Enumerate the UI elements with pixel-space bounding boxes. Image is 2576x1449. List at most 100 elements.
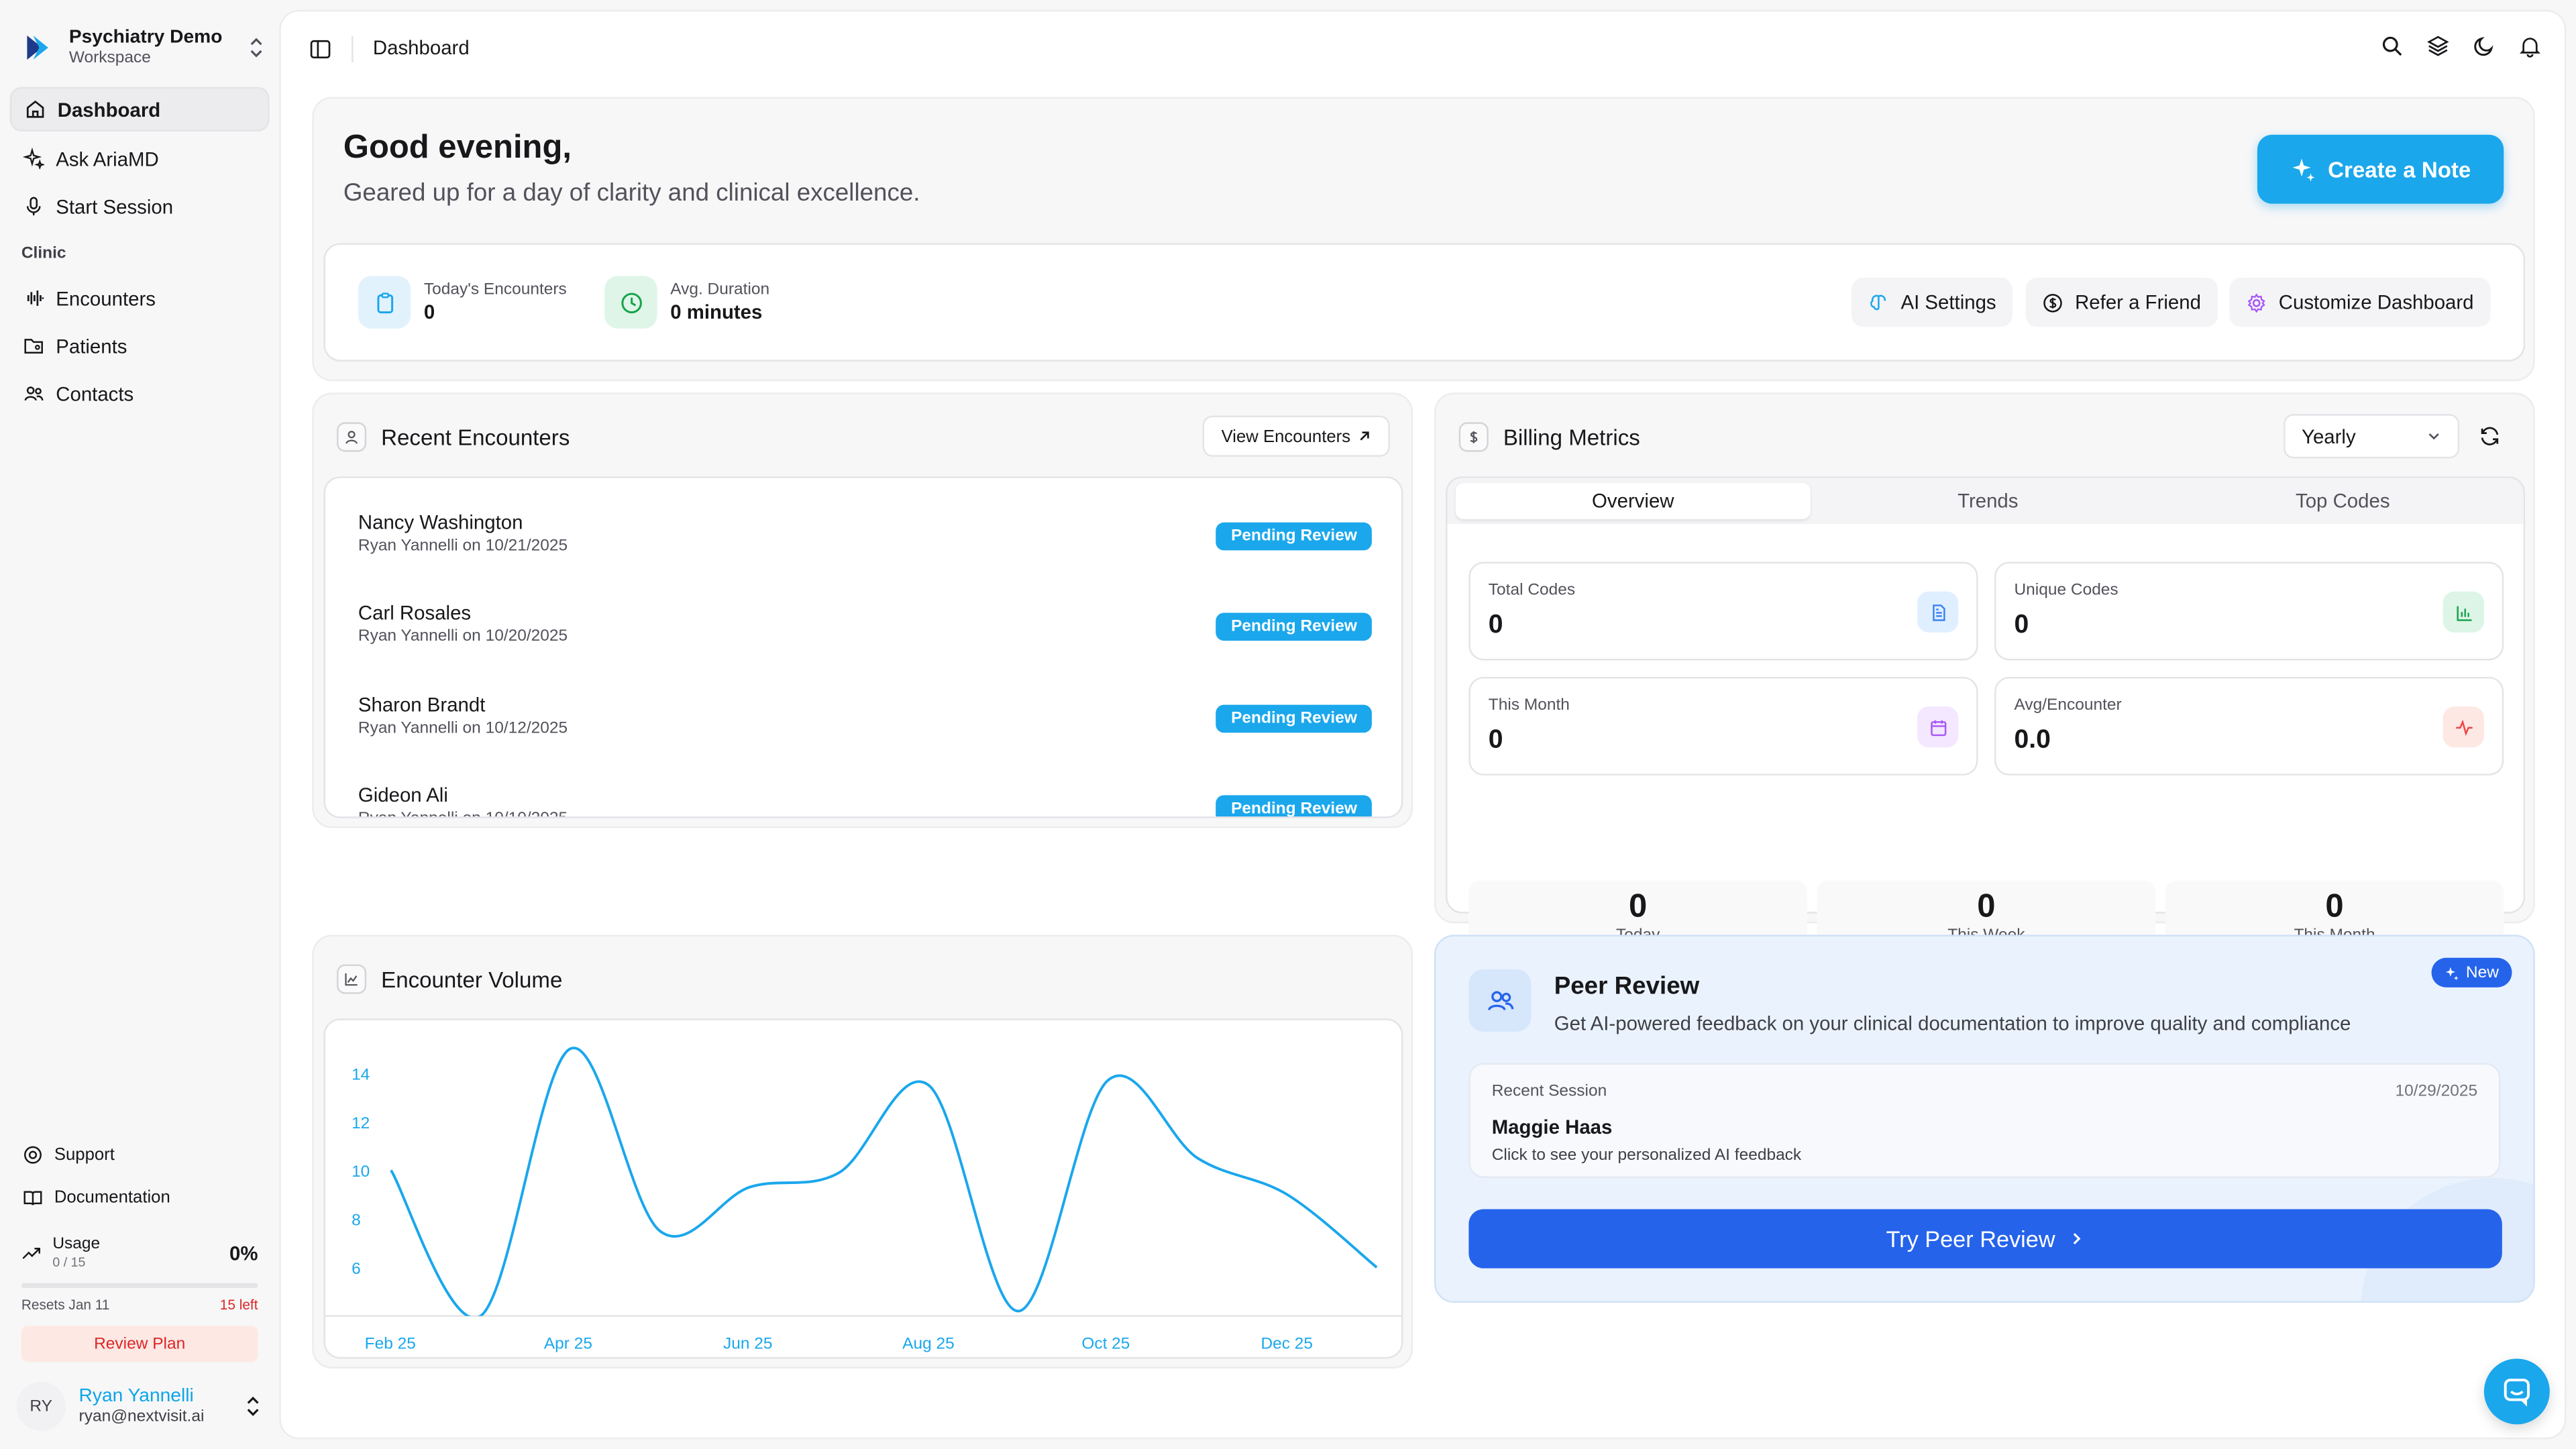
review-plan-button[interactable]: Review Plan <box>21 1326 258 1362</box>
metric-unique-codes: Unique Codes 0 <box>1994 561 2504 661</box>
recent-session[interactable]: Recent Session 10/29/2025 Maggie Haas Cl… <box>1468 1063 2501 1178</box>
book-open-icon <box>23 1191 42 1205</box>
documentation-label: Documentation <box>54 1187 170 1208</box>
nav-encounters-label: Encounters <box>56 286 156 310</box>
usage-title: Usage <box>52 1235 101 1254</box>
layers-icon[interactable] <box>2426 34 2449 57</box>
billing-tabs: Overview Trends Top Codes <box>1447 478 2524 525</box>
sparkles-icon <box>2292 158 2315 182</box>
moon-icon[interactable] <box>2473 34 2496 57</box>
nav-ask-label: Ask AriaMD <box>56 147 159 170</box>
refer-friend-button[interactable]: Refer a Friend <box>2025 277 2218 327</box>
try-peer-review-button[interactable]: Try Peer Review <box>1468 1209 2502 1269</box>
chevron-up-down-icon <box>247 1396 259 1416</box>
breadcrumb: Dashboard <box>372 36 470 60</box>
settings-icon <box>2247 292 2265 313</box>
x-tick-label: Dec 25 <box>1260 1335 1313 1353</box>
topbar: Dashboard <box>281 11 2568 87</box>
nav-patients[interactable]: Patients <box>10 323 270 368</box>
encounter-patient: Gideon Ali <box>358 784 448 807</box>
usage-meter: Usage 0 / 15 0% <box>21 1229 258 1278</box>
y-tick-label: 8 <box>352 1212 361 1230</box>
session-label: Recent Session <box>1491 1082 1607 1101</box>
greeting-title: Good evening, <box>343 129 572 166</box>
nav-contacts[interactable]: Contacts <box>10 371 270 415</box>
stat-avg-duration: Avg. Duration 0 minutes <box>604 276 769 329</box>
volume-chart-panel: 6 8 10 12 14 Feb 25 Apr 25 Jun 25 Aug 25 Oct 25 De… <box>323 1018 1403 1359</box>
peer-review-title: Peer Review <box>1554 972 1700 1001</box>
nav-start-session[interactable]: Start Session <box>10 184 270 228</box>
app-logo-icon <box>16 28 56 68</box>
documentation-link[interactable]: Documentation <box>10 1179 270 1216</box>
create-note-label: Create a Note <box>2328 156 2471 182</box>
encounter-patient: Nancy Washington <box>358 511 523 534</box>
chevron-down-icon <box>2428 433 2439 440</box>
x-tick-label: Oct 25 <box>1081 1335 1130 1353</box>
status-badge: Pending Review <box>1216 795 1372 817</box>
stat-todays-encounters: Today's Encounters 0 <box>358 276 567 329</box>
count-value: 0 <box>1977 888 1996 925</box>
customize-dashboard-label: Customize Dashboard <box>2278 290 2474 314</box>
list-item[interactable]: Nancy Washington Ryan Yannelli on 10/21/… <box>358 511 1372 567</box>
nav-dashboard[interactable]: Dashboard <box>9 87 270 131</box>
chevron-up-down-icon <box>250 38 262 58</box>
count-value: 0 <box>2325 888 2344 925</box>
recent-encounters-header: Recent Encounters <box>337 422 570 452</box>
list-item[interactable]: Sharon Brandt Ryan Yannelli on 10/12/202… <box>358 693 1372 749</box>
refer-friend-label: Refer a Friend <box>2075 290 2201 314</box>
encounter-list: Nancy Washington Ryan Yannelli on 10/21/… <box>323 476 1403 818</box>
new-badge-label: New <box>2465 963 2499 982</box>
support-label: Support <box>54 1144 115 1165</box>
list-item[interactable]: Carl Rosales Ryan Yannelli on 10/20/2025… <box>358 601 1372 657</box>
chevron-right-icon <box>2073 1233 2081 1245</box>
user-icon <box>337 422 367 452</box>
nav-section-clinic: Clinic <box>21 244 66 263</box>
ai-settings-button[interactable]: AI Settings <box>1851 277 2013 327</box>
search-icon[interactable] <box>2381 34 2404 57</box>
metric-this-month: This Month 0 <box>1468 676 1978 775</box>
y-tick-label: 12 <box>352 1114 370 1132</box>
status-badge: Pending Review <box>1216 704 1372 733</box>
dollar-icon <box>1458 422 1489 452</box>
metric-value: 0 <box>1488 611 1503 639</box>
main-content: Dashboard Good evening, Geared up for a … <box>279 9 2568 1440</box>
billing-header: Billing Metrics <box>1458 422 1640 452</box>
panel-toggle-icon[interactable] <box>309 38 331 60</box>
encounter-meta: Ryan Yannelli on 10/10/2025 <box>358 808 1372 816</box>
brain-icon <box>1870 294 1886 310</box>
y-tick-label: 10 <box>352 1163 370 1181</box>
user-menu[interactable]: RY Ryan Yannelli ryan@nextvisit.ai <box>16 1380 262 1432</box>
customize-dashboard-button[interactable]: Customize Dashboard <box>2229 277 2491 327</box>
resets-label: Resets Jan 11 <box>21 1296 110 1313</box>
nav-encounters[interactable]: Encounters <box>10 276 270 320</box>
calendar-icon <box>1917 706 1959 748</box>
view-encounters-button[interactable]: View Encounters <box>1203 415 1390 457</box>
x-tick-label: Apr 25 <box>544 1335 592 1353</box>
bell-icon[interactable] <box>2518 34 2541 58</box>
peer-review-description: Get AI-powered feedback on your clinical… <box>1554 1012 2351 1035</box>
peer-review-card: New Peer Review Get AI-powered feedback … <box>1434 934 2535 1303</box>
encounter-meta: Ryan Yannelli on 10/12/2025 <box>358 719 568 738</box>
nav-patients-label: Patients <box>56 334 127 358</box>
encounter-volume-chart: 6 8 10 12 14 Feb 25 Apr 25 Jun 25 Aug 25 Oct 25 De… <box>325 1046 1401 1353</box>
list-item[interactable]: Gideon Ali Ryan Yannelli on 10/10/2025 P… <box>358 784 1372 817</box>
encounter-volume-card: Encounter Volume 6 8 10 12 14 Feb 25 Apr 25 Jun… <box>312 934 1413 1369</box>
create-note-button[interactable]: Create a Note <box>2257 134 2504 204</box>
tab-trends[interactable]: Trends <box>1957 489 2019 513</box>
workspace-switcher[interactable]: Psychiatry Demo Workspace <box>16 19 266 75</box>
support-link[interactable]: Support <box>10 1137 270 1173</box>
sparkles-icon <box>23 148 45 170</box>
status-badge: Pending Review <box>1216 522 1372 551</box>
refresh-icon[interactable] <box>2479 425 2501 447</box>
dollar-circle-icon <box>2043 292 2062 312</box>
chat-launcher-button[interactable] <box>2483 1358 2550 1425</box>
period-select[interactable]: Yearly <box>2284 414 2460 459</box>
users-icon <box>24 386 44 401</box>
topbar-actions <box>2381 34 2542 58</box>
divider <box>352 36 354 63</box>
tab-top-codes[interactable]: Top Codes <box>2296 489 2390 513</box>
usage-count: 0 / 15 <box>52 1255 86 1271</box>
nav-ask-ariamd[interactable]: Ask AriaMD <box>10 136 270 180</box>
try-peer-review-label: Try Peer Review <box>1886 1225 2055 1252</box>
tab-overview[interactable]: Overview <box>1455 483 1811 519</box>
